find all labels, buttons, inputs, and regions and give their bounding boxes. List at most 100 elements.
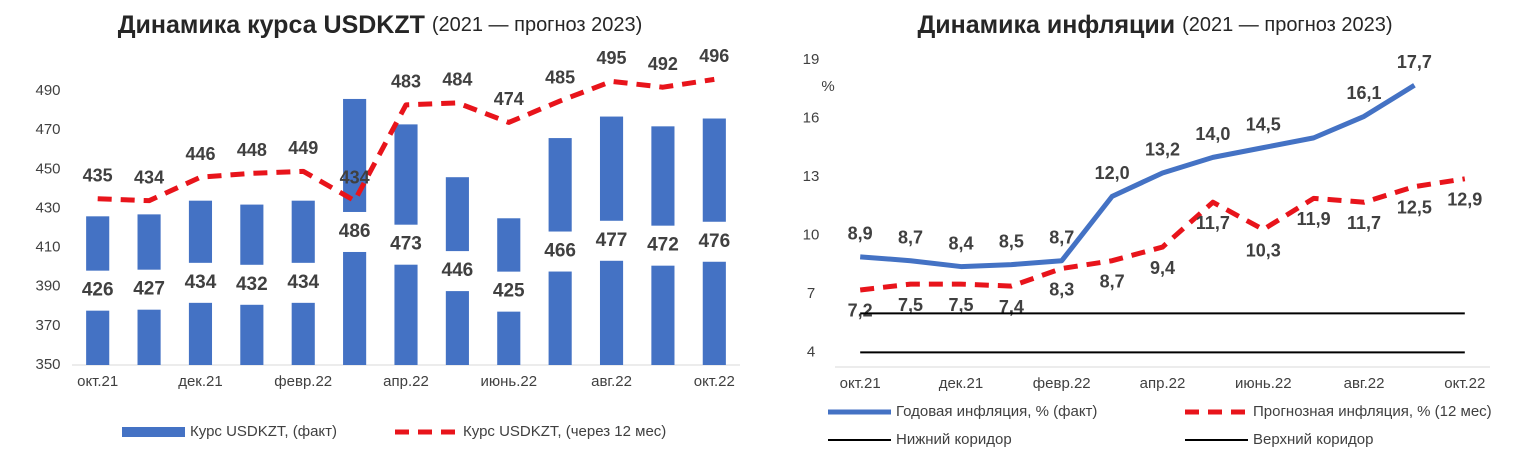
line-value-label: 12,9 — [1447, 190, 1482, 210]
line-value-label: 7,4 — [999, 297, 1024, 317]
line-value-label: 8,7 — [1100, 271, 1125, 291]
line — [859, 83, 1416, 270]
y-tick-label: 350 — [35, 356, 60, 373]
bar-value-label: 434 — [287, 272, 319, 293]
x-tick-label: окт.21 — [840, 375, 881, 392]
bar-value-label: 434 — [185, 272, 217, 293]
line — [859, 176, 1466, 293]
y-axis-unit: % — [821, 78, 834, 95]
line-value-label: 8,7 — [1049, 227, 1074, 247]
x-tick-label: авг.22 — [1344, 375, 1385, 392]
line-value-label: 8,7 — [898, 227, 923, 247]
x-tick-label: февр.22 — [274, 373, 332, 390]
y-tick-label: 490 — [35, 82, 60, 99]
y-tick-label: 450 — [35, 160, 60, 177]
line-value-label: 12,5 — [1397, 197, 1432, 217]
label-bg — [72, 270, 123, 311]
bar-value-label: 446 — [442, 260, 474, 281]
title-sub: (2021 — прогноз 2023) — [432, 14, 642, 36]
line-value-label: 10,3 — [1246, 240, 1281, 260]
title-main: Динамика инфляции — [917, 11, 1175, 39]
x-tick-label: июнь.22 — [480, 373, 537, 390]
label-bg — [586, 220, 637, 261]
line-value-label: 8,3 — [1049, 279, 1074, 299]
label-bg — [432, 251, 483, 292]
x-tick-label: апр.22 — [383, 373, 429, 390]
bar-value-label: 486 — [339, 221, 371, 242]
line-value-label: 495 — [597, 48, 627, 68]
y-tick-label: 410 — [35, 239, 60, 256]
line-value-label: 7,2 — [848, 301, 873, 321]
bar-value-label: 466 — [544, 241, 576, 262]
x-tick-label: окт.21 — [77, 373, 118, 390]
y-tick-label: 16 — [803, 109, 820, 126]
legend-label: Курс USDKZT, (факт) — [190, 423, 337, 440]
line-value-label: 11,7 — [1196, 213, 1230, 233]
label-bg — [226, 264, 277, 305]
bar-value-label: 425 — [493, 281, 525, 302]
label-bg — [278, 262, 329, 303]
line-value-label: 434 — [134, 167, 164, 187]
line-value-label: 496 — [699, 46, 729, 66]
legend-label: Прогнозная инфляция, % (12 мес) — [1253, 403, 1492, 420]
bar-value-label: 477 — [596, 230, 628, 251]
line-value-label: 492 — [648, 54, 678, 74]
label-bg — [689, 221, 740, 262]
title-sub: (2021 — прогноз 2023) — [1182, 14, 1392, 36]
bar-value-label: 427 — [133, 279, 165, 300]
bar-value-label: 476 — [698, 231, 730, 252]
y-tick-label: 4 — [807, 343, 815, 360]
bar-value-label: 432 — [236, 274, 268, 295]
legend-label: Курс USDKZT, (через 12 мес) — [463, 423, 666, 440]
label-bg — [381, 224, 431, 265]
chart-title: Динамика инфляции (2021 — прогноз 2023) — [917, 11, 1392, 39]
line-value-label: 484 — [442, 70, 472, 90]
line-value-label: 14,5 — [1246, 114, 1281, 134]
x-tick-label: апр.22 — [1140, 375, 1186, 392]
line-value-label: 7,5 — [948, 295, 973, 315]
line-value-label: 14,0 — [1195, 124, 1230, 144]
line-value-label: 474 — [494, 89, 524, 109]
y-tick-label: 10 — [803, 226, 820, 243]
line — [97, 76, 715, 204]
line-value-label: 446 — [185, 144, 215, 164]
line-value-label: 16,1 — [1347, 83, 1382, 103]
legend-label: Верхний коридор — [1253, 431, 1373, 448]
x-tick-label: дек.21 — [939, 375, 984, 392]
line-value-label: 448 — [237, 140, 267, 160]
x-tick-label: авг.22 — [591, 373, 632, 390]
line-value-label: 9,4 — [1150, 258, 1175, 278]
line-value-label: 17,7 — [1397, 52, 1432, 72]
label-bg — [329, 211, 380, 252]
line-value-label: 8,4 — [948, 233, 973, 253]
legend-label: Нижний коридор — [896, 431, 1012, 448]
line-value-label: 11,7 — [1347, 213, 1381, 233]
line-value-label: 8,9 — [848, 224, 873, 244]
x-tick-label: июнь.22 — [1235, 375, 1292, 392]
line-value-label: 449 — [288, 138, 318, 158]
y-tick-label: 19 — [803, 51, 820, 68]
line-value-label: 483 — [391, 72, 421, 92]
y-tick-label: 470 — [35, 121, 60, 138]
legend-label: Годовая инфляция, % (факт) — [896, 403, 1097, 420]
y-tick-label: 370 — [35, 317, 60, 334]
line-value-label: 7,5 — [898, 295, 923, 315]
bar-value-label: 426 — [82, 280, 114, 301]
y-tick-label: 13 — [803, 168, 820, 185]
line-value-label: 11,9 — [1297, 209, 1331, 229]
chart-title: Динамика курса USDKZT (2021 — прогноз 20… — [118, 11, 643, 39]
x-tick-label: дек.21 — [178, 373, 223, 390]
y-tick-label: 7 — [807, 285, 815, 302]
line-value-label: 485 — [545, 68, 575, 88]
y-tick-label: 390 — [35, 278, 60, 295]
line-value-label: 435 — [83, 165, 113, 185]
bar-value-label: 473 — [390, 234, 422, 255]
x-tick-label: февр.22 — [1033, 375, 1091, 392]
label-bg — [637, 225, 688, 266]
label-bg — [483, 271, 534, 312]
title-main: Динамика курса USDKZT — [118, 11, 425, 39]
x-tick-label: окт.22 — [1444, 375, 1485, 392]
line-value-label: 12,0 — [1095, 163, 1130, 183]
y-tick-label: 430 — [35, 199, 60, 216]
